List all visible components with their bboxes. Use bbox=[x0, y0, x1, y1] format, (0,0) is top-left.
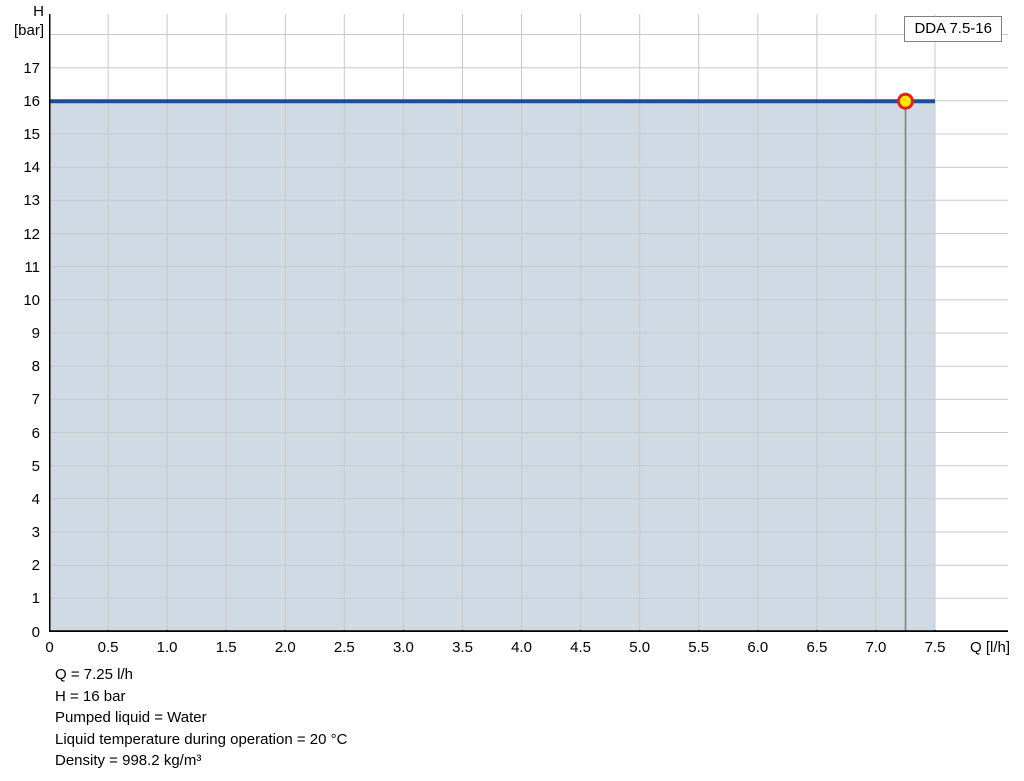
vertical-gridlines bbox=[107, 14, 936, 632]
y-tick-label: 14 bbox=[23, 159, 40, 177]
y-tick-label: 0 bbox=[31, 623, 40, 641]
x-tick-label: 0.5 bbox=[97, 639, 119, 656]
y-tick-label: 5 bbox=[31, 457, 40, 475]
y-tick-label: 17 bbox=[23, 59, 40, 77]
y-tick-label: 7 bbox=[31, 391, 40, 409]
y-tick-label: 1 bbox=[31, 590, 40, 608]
y-tick-label: 11 bbox=[24, 258, 40, 276]
x-tick-label: 3.0 bbox=[392, 639, 414, 656]
x-tick-label: 4.0 bbox=[511, 639, 532, 656]
y-tick-label: 2 bbox=[31, 557, 40, 575]
duty-point-marker[interactable] bbox=[897, 92, 914, 110]
x-tick-label: 2.0 bbox=[274, 639, 296, 656]
legend-label: DDA 7.5-16 bbox=[914, 20, 992, 37]
y-axis-label: H [bar] bbox=[0, 2, 44, 40]
y-tick-label: 3 bbox=[31, 524, 40, 541]
x-tick-label: 1.0 bbox=[156, 639, 178, 656]
legend-box[interactable]: DDA 7.5-16 bbox=[904, 16, 1002, 42]
y-axis-label-name: H bbox=[33, 3, 44, 20]
x-tick-label: 4.5 bbox=[570, 639, 592, 656]
x-tick-label: 7.5 bbox=[924, 639, 946, 656]
x-tick-label: 5.0 bbox=[629, 639, 651, 656]
operating-conditions-caption: Q = 7.25 l/h H = 16 bar Pumped liquid = … bbox=[55, 664, 347, 772]
caption-line-temperature: Liquid temperature during operation = 20… bbox=[55, 730, 348, 748]
x-tick-label: 5.5 bbox=[688, 639, 710, 656]
x-tick-label: 6.5 bbox=[806, 639, 828, 656]
y-tick-label: 8 bbox=[31, 358, 40, 376]
x-tick-label: 3.5 bbox=[452, 639, 473, 656]
x-axis-ticks bbox=[49, 630, 936, 632]
x-tick-label: 6.0 bbox=[747, 639, 769, 656]
plot-area: DDA 7.5-16 bbox=[49, 14, 1008, 632]
y-tick-label: 13 bbox=[23, 192, 40, 210]
y-tick-label: 9 bbox=[31, 325, 40, 342]
y-axis-label-unit: [bar] bbox=[13, 22, 44, 39]
caption-line-head: H = 16 bar bbox=[55, 687, 126, 705]
x-tick-label: 2.5 bbox=[333, 639, 355, 656]
y-tick-label: 10 bbox=[23, 291, 40, 309]
x-tick-label: 0 bbox=[45, 639, 54, 656]
y-tick-label: 4 bbox=[31, 490, 40, 508]
chart-canvas bbox=[49, 14, 1008, 632]
y-tick-label: 15 bbox=[23, 126, 40, 143]
x-axis-label: Q [l/h] bbox=[970, 639, 1011, 656]
caption-line-flow: Q = 7.25 l/h bbox=[55, 666, 133, 683]
caption-line-density: Density = 998.2 kg/m³ bbox=[55, 752, 202, 769]
y-tick-label: 16 bbox=[23, 92, 40, 110]
x-tick-label: 1.5 bbox=[215, 639, 237, 656]
y-tick-label: 12 bbox=[23, 225, 40, 243]
y-tick-label: 6 bbox=[31, 424, 40, 442]
caption-line-liquid: Pumped liquid = Water bbox=[55, 709, 207, 726]
x-tick-label: 7.0 bbox=[865, 639, 887, 656]
